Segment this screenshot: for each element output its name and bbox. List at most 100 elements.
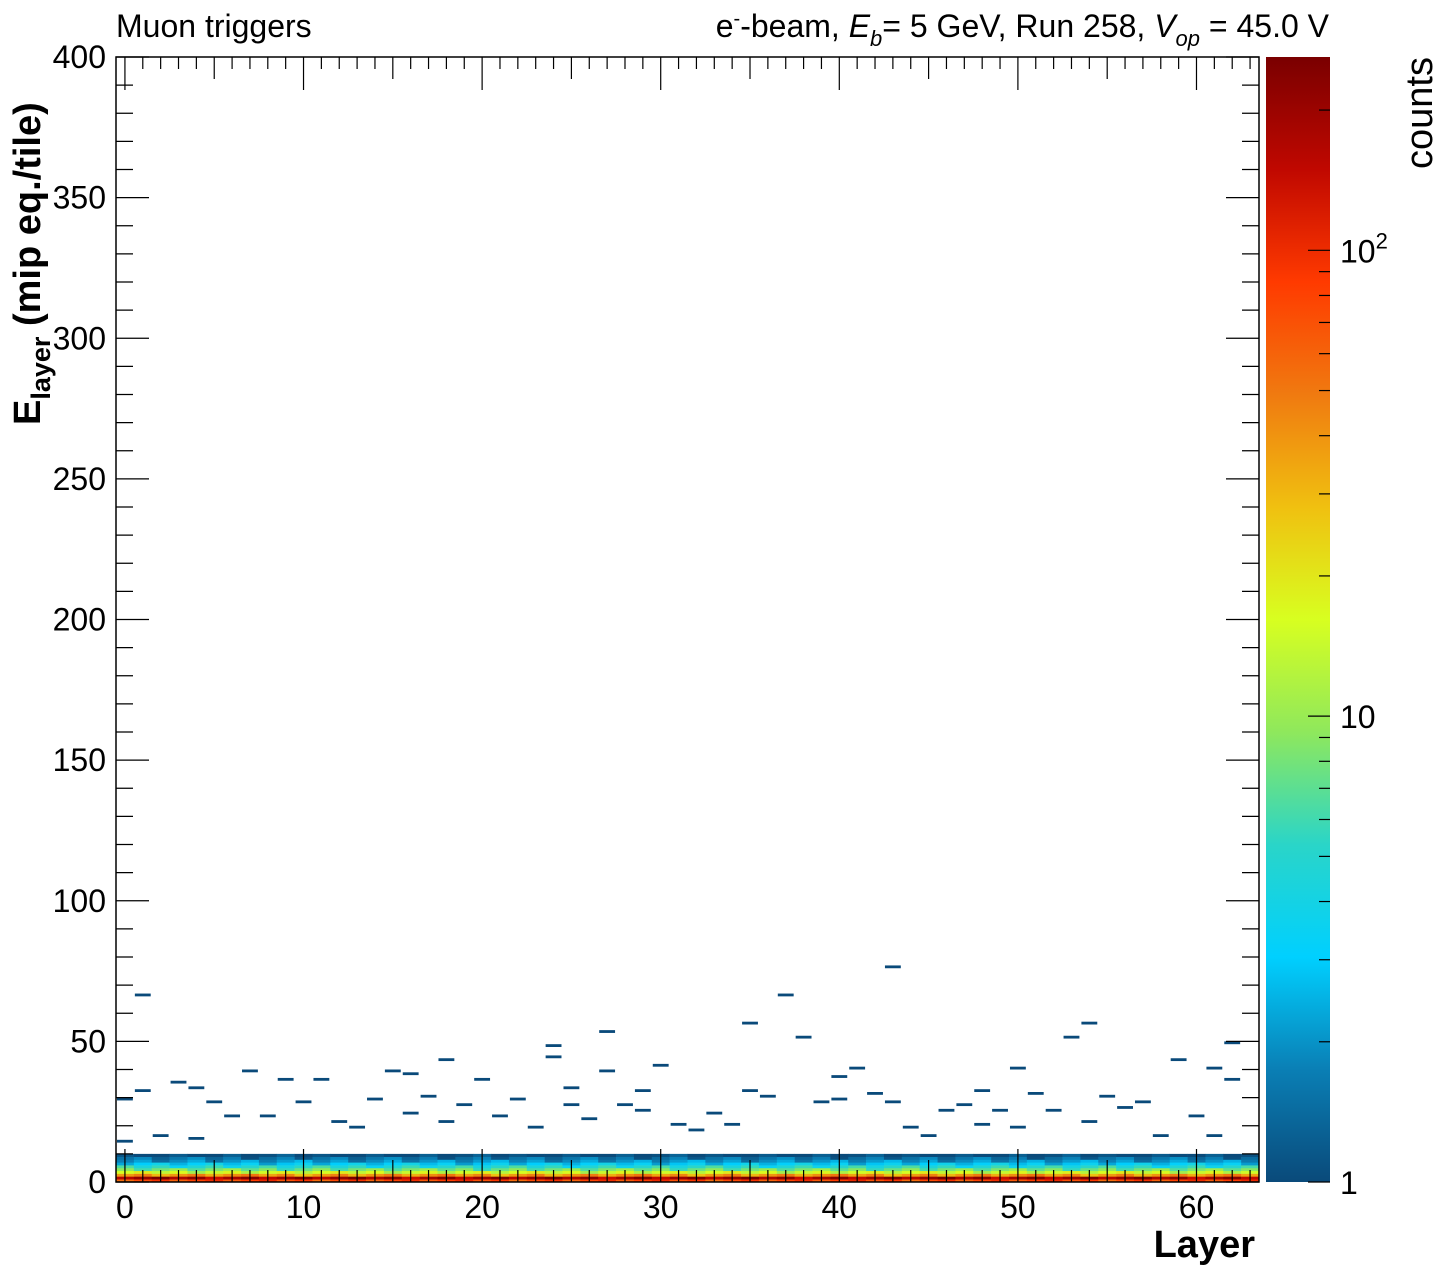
heatmap-bin — [1062, 1167, 1081, 1172]
heatmap-bin — [133, 1167, 153, 1172]
heatmap-bin — [526, 1153, 545, 1157]
heatmap-bin — [955, 1162, 974, 1166]
heatmap-bin — [205, 1156, 224, 1160]
heatmap-bin — [134, 993, 151, 997]
heatmap-bin — [580, 1153, 599, 1157]
heatmap-bin — [758, 1156, 778, 1160]
heatmap-bin — [687, 1159, 706, 1163]
heatmap-bin — [1080, 1167, 1099, 1172]
heatmap-bin — [187, 1165, 206, 1169]
color-scale-tick-label: 10 — [1340, 699, 1376, 735]
color-scale-title: counts — [1399, 57, 1441, 169]
heatmap-bin — [526, 1167, 545, 1172]
heatmap-bin — [883, 1153, 903, 1157]
heatmap-bin — [545, 1055, 562, 1059]
heatmap-bin — [794, 1159, 813, 1163]
color-scale-tick-label: 102 — [1340, 228, 1388, 269]
heatmap-bin — [866, 1159, 885, 1163]
heatmap-bin — [259, 1114, 276, 1118]
heatmap-bin — [348, 1162, 367, 1166]
heatmap-bin — [633, 1156, 653, 1160]
x-axis: 0 10 20 30 40 50 60 — [116, 57, 1251, 1225]
heatmap-bin — [438, 1058, 455, 1062]
x-tick-label: 0 — [116, 1189, 134, 1225]
heatmap-bin — [1223, 1167, 1242, 1172]
heatmap-bin — [1151, 1156, 1170, 1160]
heatmap-bin — [437, 1156, 456, 1160]
heatmap-bin — [401, 1167, 420, 1172]
heatmap-bin — [491, 1165, 510, 1169]
heatmap-bin — [598, 1156, 617, 1160]
heatmap-bin — [241, 1156, 260, 1160]
heatmap-bin — [384, 1069, 401, 1073]
y-tick-label: 250 — [53, 461, 106, 497]
heatmap-bin — [134, 1089, 151, 1092]
heatmap-bin — [1062, 1165, 1081, 1169]
heatmap-bin — [258, 1156, 278, 1160]
heatmap-bin — [366, 1165, 385, 1169]
heatmap-bin — [312, 1153, 331, 1157]
heatmap-bin — [776, 1156, 795, 1160]
y-tick-label: 300 — [53, 320, 106, 356]
heatmap-bin — [258, 1162, 278, 1166]
heatmap-bin — [723, 1165, 742, 1169]
heatmap-bin — [812, 1159, 831, 1163]
heatmap-bin — [633, 1167, 653, 1172]
heatmap-bin — [258, 1167, 278, 1172]
y-axis-title: Elayer (mip eq./tile) — [7, 102, 56, 425]
heatmap-bin — [688, 1128, 705, 1132]
heatmap-bin — [437, 1167, 456, 1172]
heatmap-bin — [491, 1153, 510, 1157]
heatmap-bin — [508, 1156, 528, 1160]
heatmap-bin — [1026, 1159, 1045, 1163]
heatmap-bin — [705, 1165, 724, 1169]
heatmap-bin — [117, 1139, 133, 1143]
heatmap-bin — [1026, 1153, 1045, 1157]
heatmap-bin — [758, 1165, 778, 1169]
heatmap-bin — [1223, 1156, 1242, 1160]
heatmap-bin — [544, 1162, 563, 1166]
heatmap-bin — [526, 1162, 545, 1166]
heatmap-bin — [742, 1089, 758, 1092]
heatmap-bin — [491, 1156, 510, 1160]
heatmap-bin — [669, 1156, 688, 1160]
heatmap-bin — [1151, 1165, 1170, 1169]
heatmap-bin — [1098, 1156, 1117, 1160]
heatmap-bin — [991, 1153, 1010, 1157]
heatmap-bin — [955, 1153, 974, 1157]
left-title: Muon triggers — [116, 8, 312, 44]
heatmap-bin — [723, 1159, 742, 1163]
heatmap-bin — [1206, 1134, 1223, 1137]
heatmap-bin — [544, 1167, 563, 1172]
heatmap-bin — [616, 1156, 635, 1160]
heatmap-bin — [633, 1162, 653, 1166]
heatmap-bin — [1223, 1165, 1242, 1169]
heatmap-bin — [491, 1167, 510, 1172]
heatmap-bin — [1151, 1162, 1170, 1166]
heatmap-bin — [1045, 1108, 1062, 1112]
heatmap-bin — [223, 1153, 242, 1157]
heatmap-bin — [937, 1165, 956, 1169]
heatmap-bin — [759, 1094, 776, 1098]
heatmap-bin — [223, 1167, 242, 1172]
x-tick-label: 60 — [1179, 1189, 1215, 1225]
heatmap-bin — [580, 1165, 599, 1169]
heatmap-bin — [813, 1100, 830, 1104]
y-tick-label: 350 — [53, 180, 106, 216]
heatmap-bin — [776, 1162, 795, 1166]
heatmap-core-bins — [116, 1153, 1260, 1183]
heatmap-bin — [724, 1122, 741, 1126]
heatmap-bin — [992, 1108, 1008, 1112]
heatmap-bin — [1206, 1066, 1223, 1070]
heatmap-bin — [330, 1153, 349, 1157]
heatmap-bin — [687, 1156, 706, 1160]
y-tick-label: 0 — [88, 1164, 106, 1200]
heatmap-bin — [973, 1165, 992, 1169]
heatmap-bin — [1205, 1165, 1224, 1169]
heatmap-bin — [1116, 1159, 1135, 1163]
heatmap-bin — [812, 1167, 831, 1172]
heatmap-bin — [973, 1159, 992, 1163]
heatmap-bin — [598, 1165, 617, 1169]
heatmap-bin — [1133, 1167, 1153, 1172]
